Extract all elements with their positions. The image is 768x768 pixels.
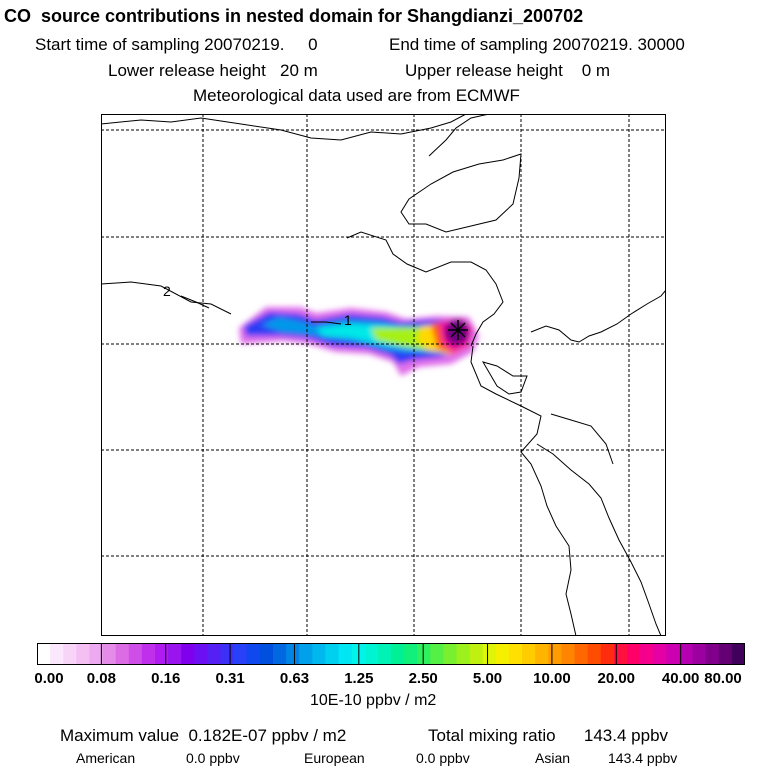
source-european-value: 0.0 ppbv — [416, 750, 470, 766]
colorbar-cell — [299, 643, 313, 665]
colorbar-cell — [168, 643, 182, 665]
colorbar-tick-label: 5.00 — [472, 670, 503, 687]
colorbar-cell — [482, 643, 497, 665]
colorbar-cell — [600, 643, 615, 665]
colorbar-cell — [312, 643, 327, 665]
chart-title: CO source contributions in nested domain… — [4, 6, 584, 26]
sampling-start-text: Start time of sampling 20070219. 0 — [35, 35, 318, 54]
coastline — [101, 114, 666, 636]
sampling-end-text: End time of sampling 20070219. 30000 — [389, 35, 685, 54]
colorbar-cell — [128, 643, 143, 665]
upper-release-height-text: Upper release height 0 m — [405, 61, 611, 80]
colorbar — [37, 643, 745, 665]
colorbar-cell — [233, 643, 248, 665]
contour-label-2: 2 — [163, 283, 171, 299]
colorbar-cell — [561, 643, 576, 665]
colorbar-cell — [377, 643, 392, 665]
colorbar-cell — [194, 643, 209, 665]
colorbar-cell — [37, 643, 51, 665]
source-asian-value: 143.4 ppbv — [608, 750, 678, 766]
colorbar-tick-label: 40.00 — [661, 670, 700, 687]
map-frame — [101, 114, 666, 636]
colorbar-cell — [443, 643, 458, 665]
contour-lines — [180, 295, 342, 325]
colorbar-cell — [246, 643, 261, 665]
colorbar-cell — [613, 643, 628, 665]
colorbar-cell — [63, 643, 77, 665]
colorbar-cell — [627, 643, 641, 665]
met-data-text: Meteorological data used are from ECMWF — [193, 86, 520, 105]
colorbar-cell — [325, 643, 340, 665]
receptor-star-icon — [448, 320, 468, 340]
colorbar-cell — [430, 643, 445, 665]
maximum-value-text: Maximum value 0.182E-07 ppbv / m2 — [60, 726, 347, 745]
colorbar-cell — [391, 643, 405, 665]
colorbar-cell — [338, 643, 353, 665]
colorbar-cell — [89, 643, 104, 665]
colorbar-cell — [718, 643, 733, 665]
colorbar-cell — [666, 643, 681, 665]
colorbar-tick-label: 20.00 — [597, 670, 636, 687]
colorbar-cell — [522, 643, 536, 665]
colorbar-cell — [364, 643, 379, 665]
colorbar-cell — [469, 643, 484, 665]
colorbar-cell — [273, 643, 287, 665]
colorbar-cell — [587, 643, 602, 665]
colorbar-tick-label: 0.31 — [215, 670, 245, 687]
colorbar-cell — [181, 643, 195, 665]
colorbar-cell — [535, 643, 549, 665]
source-asian-label: Asian — [535, 750, 571, 766]
colorbar-cell — [417, 643, 431, 665]
colorbar-cell — [679, 643, 694, 665]
colorbar-cell — [640, 643, 654, 665]
colorbar-cell — [653, 643, 667, 665]
colorbar-tick-label: 0.08 — [86, 670, 116, 687]
colorbar-cell — [731, 643, 745, 665]
total-mixing-ratio-text: Total mixing ratio 143.4 ppbv — [428, 726, 669, 745]
colorbar-tick-label: 2.50 — [408, 670, 438, 687]
map-panel: 1 2 — [101, 114, 666, 636]
colorbar-cell — [102, 643, 117, 665]
colorbar-cell — [50, 643, 64, 665]
colorbar-cell — [155, 643, 169, 665]
colorbar-tick-label: 1.25 — [344, 670, 374, 687]
colorbar-cell — [115, 643, 130, 665]
colorbar-cell — [692, 643, 707, 665]
colorbar-tick-label: 0.63 — [279, 670, 310, 687]
colorbar-cell — [404, 643, 418, 665]
source-european-label: European — [304, 750, 365, 766]
colorbar-cell — [259, 643, 274, 665]
colorbar-units: 10E-10 ppbv / m2 — [310, 692, 437, 709]
colorbar-cell — [286, 643, 300, 665]
lower-release-height-text: Lower release height 20 m — [108, 61, 318, 80]
colorbar-tick-label: 80.00 — [704, 670, 742, 687]
graticule — [101, 114, 666, 636]
colorbar-tick-label: 0.16 — [151, 670, 181, 687]
source-american-label: American — [76, 750, 136, 766]
colorbar-cell — [495, 643, 510, 665]
colorbar-cell — [456, 643, 471, 665]
colorbar-cell — [509, 643, 523, 665]
colorbar-cell — [207, 643, 222, 665]
colorbar-cell — [574, 643, 589, 665]
colorbar-tick-label: 10.00 — [533, 670, 571, 687]
colorbar-cell — [548, 643, 563, 665]
colorbar-tick-label: 0.00 — [34, 670, 64, 687]
colorbar-cell — [141, 643, 156, 665]
contour-label-1: 1 — [344, 312, 352, 328]
colorbar-cell — [76, 643, 91, 665]
colorbar-cell — [220, 643, 235, 665]
source-american-value: 0.0 ppbv — [186, 750, 240, 766]
colorbar-cell — [705, 643, 720, 665]
